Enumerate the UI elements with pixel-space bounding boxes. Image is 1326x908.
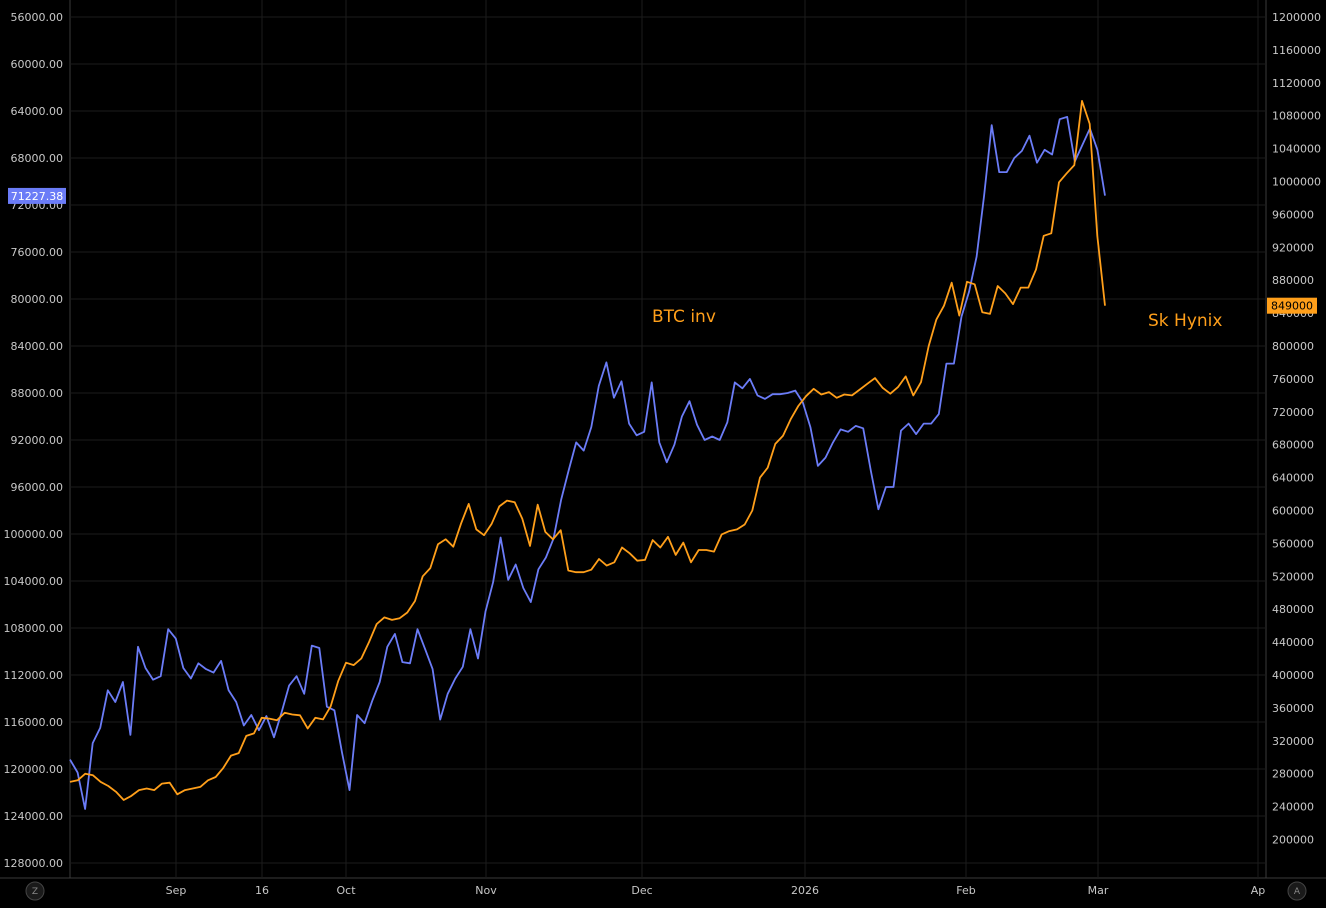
right-tick-label: 400000 [1272,669,1314,682]
right-tick-label: 440000 [1272,636,1314,649]
right-tick-label: 1040000 [1272,143,1321,156]
right-price-axis[interactable]: 1200000 1160000 1120000 1080000 1040000 10000… [1272,11,1321,847]
left-tick-label: 76000.00 [11,246,64,259]
time-axis[interactable]: Sep 16 Oct Nov Dec 2026 Feb Mar Ap [166,884,1266,897]
x-tick-label: Dec [631,884,652,897]
x-tick-label: 16 [255,884,269,897]
left-tick-label: 92000.00 [11,434,64,447]
x-tick-label: Mar [1088,884,1109,897]
left-tick-label: 88000.00 [11,387,64,400]
last-value-text-sk-hynix: 849000 [1271,300,1313,313]
series-line-btc-inv [69,116,1106,810]
right-tick-label: 760000 [1272,373,1314,386]
right-tick-label: 920000 [1272,241,1314,254]
corner-button-right-label: A [1294,887,1301,897]
corner-button-left-label: Z [32,887,38,897]
right-tick-label: 680000 [1272,439,1314,452]
left-tick-label: 116000.00 [4,716,64,729]
last-value-tag-sk-hynix [1267,297,1317,314]
grid [0,0,1326,879]
left-tick-label: 68000.00 [11,152,64,165]
right-tick-label: 320000 [1272,735,1314,748]
right-tick-label: 360000 [1272,702,1314,715]
left-tick-label: 100000.00 [4,528,64,541]
x-tick-label: Oct [336,884,356,897]
right-tick-label: 1120000 [1272,77,1321,90]
annotations: BTC inv Sk Hynix [652,307,1222,331]
right-tick-label: 520000 [1272,570,1314,583]
left-tick-label: 96000.00 [11,481,64,494]
right-tick-label: 560000 [1272,537,1314,550]
left-tick-label: 108000.00 [4,622,64,635]
left-tick-label: 84000.00 [11,340,64,353]
last-value-tag-btc [8,187,66,204]
x-tick-label: Sep [166,884,187,897]
right-tick-label: 480000 [1272,603,1314,616]
right-tick-label: 720000 [1272,406,1314,419]
series-line-sk-hynix [69,100,1106,801]
left-tick-label: 56000.00 [11,11,64,24]
left-price-axis[interactable]: 56000.0060000.0064000.0068000.0072000.00… [4,11,64,870]
right-tick-label: 1000000 [1272,176,1321,189]
right-tick-label: 1160000 [1272,44,1321,57]
series-lines [69,100,1106,810]
left-tick-label: 124000.00 [4,810,64,823]
x-tick-label: Ap [1251,884,1266,897]
right-tick-label: 880000 [1272,274,1314,287]
right-tick-label: 1200000 [1272,11,1321,24]
left-tick-label: 64000.00 [11,105,64,118]
right-tick-label: 200000 [1272,834,1314,847]
last-value-text-btc: 71227.38 [11,190,64,203]
x-tick-label: Feb [956,884,975,897]
corner-button-right [1287,881,1307,901]
right-tick-label: 280000 [1272,768,1314,781]
left-tick-label: 60000.00 [11,58,64,71]
left-tick-label: 128000.00 [4,857,64,870]
right-tick-label: 1080000 [1272,110,1321,123]
left-tick-label: 80000.00 [11,293,64,306]
last-value-tags: 71227.38 849000 [8,187,1317,314]
corner-button-left [25,881,45,901]
left-tick-label: 104000.00 [4,575,64,588]
left-tick-label: 120000.00 [4,763,64,776]
x-tick-label: 2026 [791,884,819,897]
left-tick-label: 112000.00 [4,669,64,682]
x-tick-label: Nov [475,884,497,897]
annotation-label: BTC inv [652,307,716,327]
right-tick-label: 600000 [1272,505,1314,518]
right-tick-label: 640000 [1272,472,1314,485]
annotation-label: Sk Hynix [1148,311,1222,331]
right-tick-label: 800000 [1272,340,1314,353]
right-tick-label: 960000 [1272,208,1314,221]
right-tick-label: 240000 [1272,801,1314,814]
